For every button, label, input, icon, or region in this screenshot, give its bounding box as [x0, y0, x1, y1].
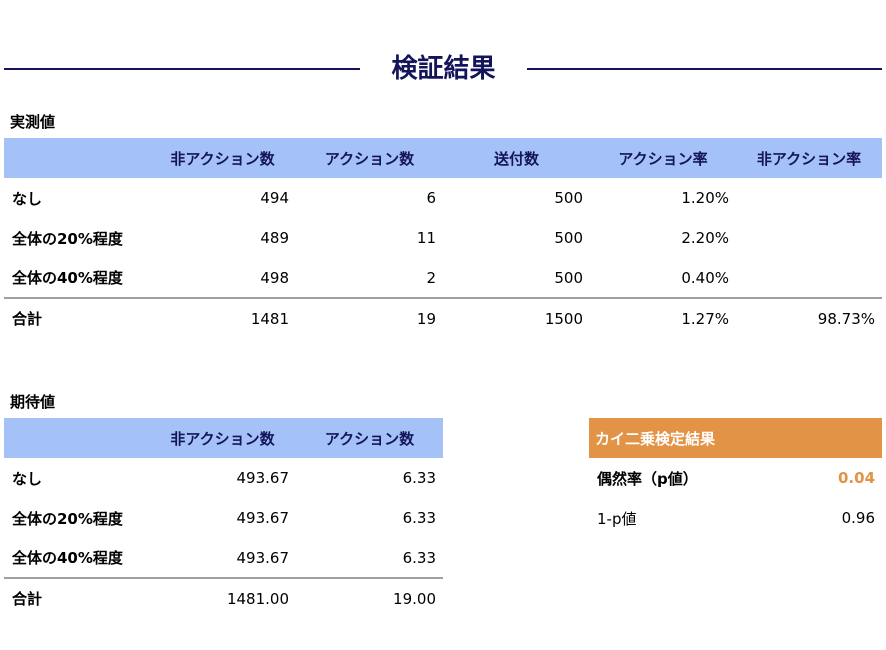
- action-rate-cell: 2.20%: [681, 229, 729, 247]
- action-rate-cell: 1.20%: [681, 189, 729, 207]
- row-label: 全体の40%程度: [12, 549, 123, 567]
- non-action-rate-cell: [736, 178, 882, 218]
- total-action-cell: 19: [296, 297, 443, 338]
- expected-header-non-action: 非アクション数: [170, 429, 275, 448]
- row-label: なし: [12, 469, 43, 488]
- observed-header-non-action: 非アクション数: [170, 149, 275, 168]
- observed-table: 非アクション数 アクション数 送付数 アクション率 非アクション率 なし 494…: [4, 138, 882, 338]
- action-cell: 6.33: [402, 469, 436, 487]
- sent-cell: 500: [554, 189, 583, 207]
- row-label: なし: [12, 189, 43, 208]
- observed-header-blank: [4, 138, 149, 178]
- action-rate-cell: 0.40%: [681, 268, 729, 287]
- page-title: 検証結果: [391, 54, 496, 84]
- sent-cell: 500: [554, 268, 583, 287]
- observed-header-action-rate: アクション率: [618, 149, 708, 168]
- action-cell: 6.33: [402, 509, 436, 527]
- chi-square-header-row: カイ二乗検定結果: [589, 418, 883, 458]
- non-action-rate-cell: [736, 218, 882, 258]
- row-label: 全体の20%程度: [12, 229, 123, 248]
- table-row: 全体の20%程度 493.67 6.33: [4, 498, 443, 538]
- observed-header-action: アクション数: [324, 149, 415, 168]
- one-minus-p-value: 0.96: [841, 509, 876, 527]
- observed-section-label: 実測値: [10, 113, 56, 131]
- chi-square-table: カイ二乗検定結果 偶然率（p値） 0.04 1-p値 0.96: [589, 418, 883, 538]
- table-row: 全体の20%程度 489 11 500 2.20%: [4, 218, 882, 258]
- sent-cell: 500: [554, 229, 583, 247]
- one-minus-p-label: 1-p値: [597, 509, 637, 528]
- total-non-action-rate-cell: 98.73%: [736, 297, 882, 338]
- total-action-cell: 19.00: [296, 577, 443, 618]
- action-cell: 6.33: [402, 548, 436, 567]
- observed-header-sent: 送付数: [493, 149, 539, 168]
- observed-header-row: 非アクション数 アクション数 送付数 アクション率 非アクション率: [4, 138, 882, 178]
- table-row: 全体の40%程度 498 2 500 0.40%: [4, 258, 882, 298]
- expected-table: 非アクション数 アクション数 なし 493.67 6.33 全体の20%程度 4…: [4, 418, 443, 618]
- expected-section-label: 期待値: [10, 393, 56, 411]
- table-row: 全体の40%程度 493.67 6.33: [4, 538, 443, 578]
- action-cell: 2: [426, 268, 436, 287]
- non-action-cell: 493.67: [236, 509, 290, 527]
- total-non-action-cell: 1481.00: [149, 577, 296, 618]
- expected-header-action: アクション数: [324, 429, 415, 448]
- action-cell: 6: [426, 189, 436, 207]
- total-action-rate-cell: 1.27%: [590, 297, 736, 338]
- row-label: 全体の20%程度: [12, 509, 123, 528]
- observed-header-non-action-rate: 非アクション率: [756, 149, 862, 168]
- non-action-cell: 498: [260, 268, 289, 287]
- action-cell: 11: [416, 229, 436, 247]
- total-label: 合計: [4, 297, 149, 338]
- expected-header-row: 非アクション数 アクション数: [4, 418, 443, 458]
- non-action-cell: 493.67: [236, 548, 290, 567]
- table-row: なし 493.67 6.33: [4, 458, 443, 498]
- title-rule-right: [527, 68, 882, 70]
- p-value-row: 偶然率（p値） 0.04: [589, 458, 882, 498]
- total-sent-cell: 1500: [443, 297, 590, 338]
- p-value: 0.04: [838, 469, 876, 487]
- total-row: 合計 1481 19 1500 1.27% 98.73%: [4, 297, 882, 338]
- p-value-label: 偶然率（p値）: [597, 469, 698, 488]
- total-row: 合計 1481.00 19.00: [4, 577, 443, 618]
- non-action-rate-cell: [736, 258, 882, 298]
- total-non-action-cell: 1481: [149, 297, 296, 338]
- expected-header-blank: [4, 418, 149, 458]
- table-row: なし 494 6 500 1.20%: [4, 178, 882, 218]
- total-label: 合計: [4, 577, 149, 618]
- chi-square-title: カイ二乗検定結果: [589, 418, 883, 458]
- non-action-cell: 493.67: [236, 469, 290, 487]
- row-label: 全体の40%程度: [12, 269, 123, 287]
- non-action-cell: 494: [260, 189, 289, 207]
- title-rule-left: [4, 68, 360, 70]
- non-action-cell: 489: [260, 229, 289, 247]
- one-minus-p-row: 1-p値 0.96: [589, 498, 882, 538]
